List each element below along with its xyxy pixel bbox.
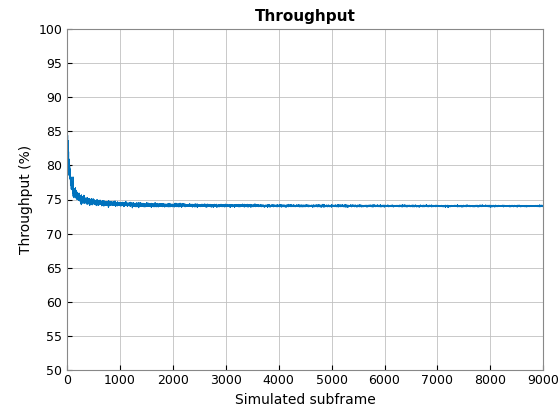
X-axis label: Simulated subframe: Simulated subframe bbox=[235, 393, 376, 407]
Title: Throughput: Throughput bbox=[255, 9, 356, 24]
Y-axis label: Throughput (%): Throughput (%) bbox=[19, 145, 33, 254]
